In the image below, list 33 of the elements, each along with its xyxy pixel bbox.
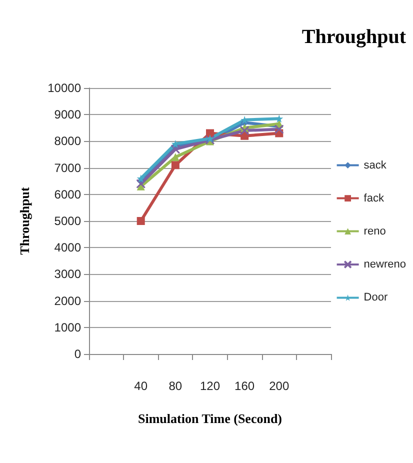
x-tick-label: 200 xyxy=(269,379,290,393)
point xyxy=(136,217,145,225)
point xyxy=(136,174,145,182)
point xyxy=(136,179,146,189)
y-tick-label: 6000 xyxy=(54,187,82,202)
y-tick-label: 4000 xyxy=(54,240,82,255)
point xyxy=(171,153,180,162)
x-tick-label: 80 xyxy=(168,379,182,393)
y-tick-label: 1000 xyxy=(54,320,82,334)
legend-label: reno xyxy=(364,225,386,238)
y-tick-label: 9000 xyxy=(54,108,82,122)
point xyxy=(206,129,214,138)
y-tick-label: 0 xyxy=(74,347,82,361)
legend-label: Door xyxy=(364,292,388,304)
y-tick-label: 8000 xyxy=(54,134,82,148)
y-tick-label: 5000 xyxy=(54,214,82,228)
legend-label: newreno xyxy=(364,258,406,270)
x-tick-label: 120 xyxy=(200,379,220,393)
point xyxy=(170,144,180,154)
x-tick-label: 160 xyxy=(234,379,255,393)
legend-label: sack xyxy=(364,159,387,172)
legend-label: fack xyxy=(364,192,384,204)
x-axis-title: Simulation Time (Second) xyxy=(138,411,282,426)
x-tick-label: 40 xyxy=(134,379,148,393)
point xyxy=(240,126,250,136)
point xyxy=(171,161,180,170)
y-tick-label: 7000 xyxy=(54,160,82,175)
point xyxy=(274,124,284,134)
y-tick-label: 2000 xyxy=(54,294,82,308)
chart-title: Throughput xyxy=(302,26,406,48)
y-axis-title: Throughput xyxy=(17,186,32,255)
y-tick-label: 3000 xyxy=(54,267,82,282)
y-tick-label: 10000 xyxy=(48,81,82,95)
